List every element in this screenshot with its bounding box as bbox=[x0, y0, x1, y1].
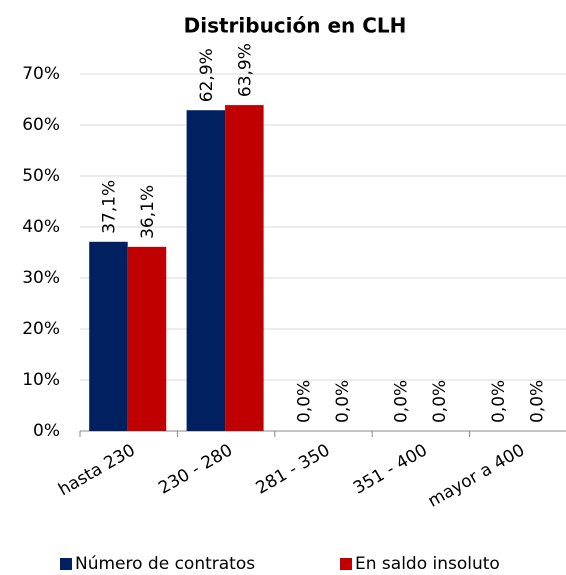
legend-label: En saldo insoluto bbox=[355, 554, 500, 574]
legend-label: Número de contratos bbox=[75, 554, 255, 574]
x-tick-label: 230 - 280 bbox=[155, 440, 236, 498]
y-tick-label: 20% bbox=[22, 319, 60, 339]
chart-title: Distribución en CLH bbox=[184, 14, 407, 38]
legend-swatch bbox=[340, 558, 352, 570]
bar bbox=[186, 110, 226, 432]
y-tick-label: 30% bbox=[22, 268, 60, 288]
y-tick-label: 70% bbox=[22, 64, 60, 84]
bar bbox=[225, 105, 264, 432]
data-label: 0,0% bbox=[430, 380, 450, 423]
y-tick-label: 0% bbox=[33, 421, 60, 441]
bar bbox=[89, 241, 128, 431]
data-label: 0,0% bbox=[294, 380, 314, 423]
data-label: 62,9% bbox=[197, 48, 217, 102]
data-label: 36,1% bbox=[138, 185, 158, 239]
data-label: 0,0% bbox=[528, 380, 548, 423]
x-tick-label: hasta 230 bbox=[55, 440, 139, 500]
y-tick-label: 40% bbox=[22, 217, 60, 237]
data-label: 0,0% bbox=[489, 380, 509, 423]
x-tick-label: mayor a 400 bbox=[425, 440, 529, 511]
data-label: 0,0% bbox=[333, 380, 353, 423]
legend-swatch bbox=[60, 558, 72, 570]
x-tick-label: 281 - 350 bbox=[253, 440, 334, 498]
data-label: 37,1% bbox=[99, 180, 119, 234]
bar bbox=[127, 246, 167, 431]
data-label: 0,0% bbox=[392, 380, 412, 423]
y-tick-label: 60% bbox=[22, 115, 60, 135]
x-tick-label: 351 - 400 bbox=[350, 440, 431, 498]
y-tick-label: 10% bbox=[22, 370, 60, 390]
data-label: 63,9% bbox=[235, 43, 255, 97]
y-tick-label: 50% bbox=[22, 166, 60, 186]
